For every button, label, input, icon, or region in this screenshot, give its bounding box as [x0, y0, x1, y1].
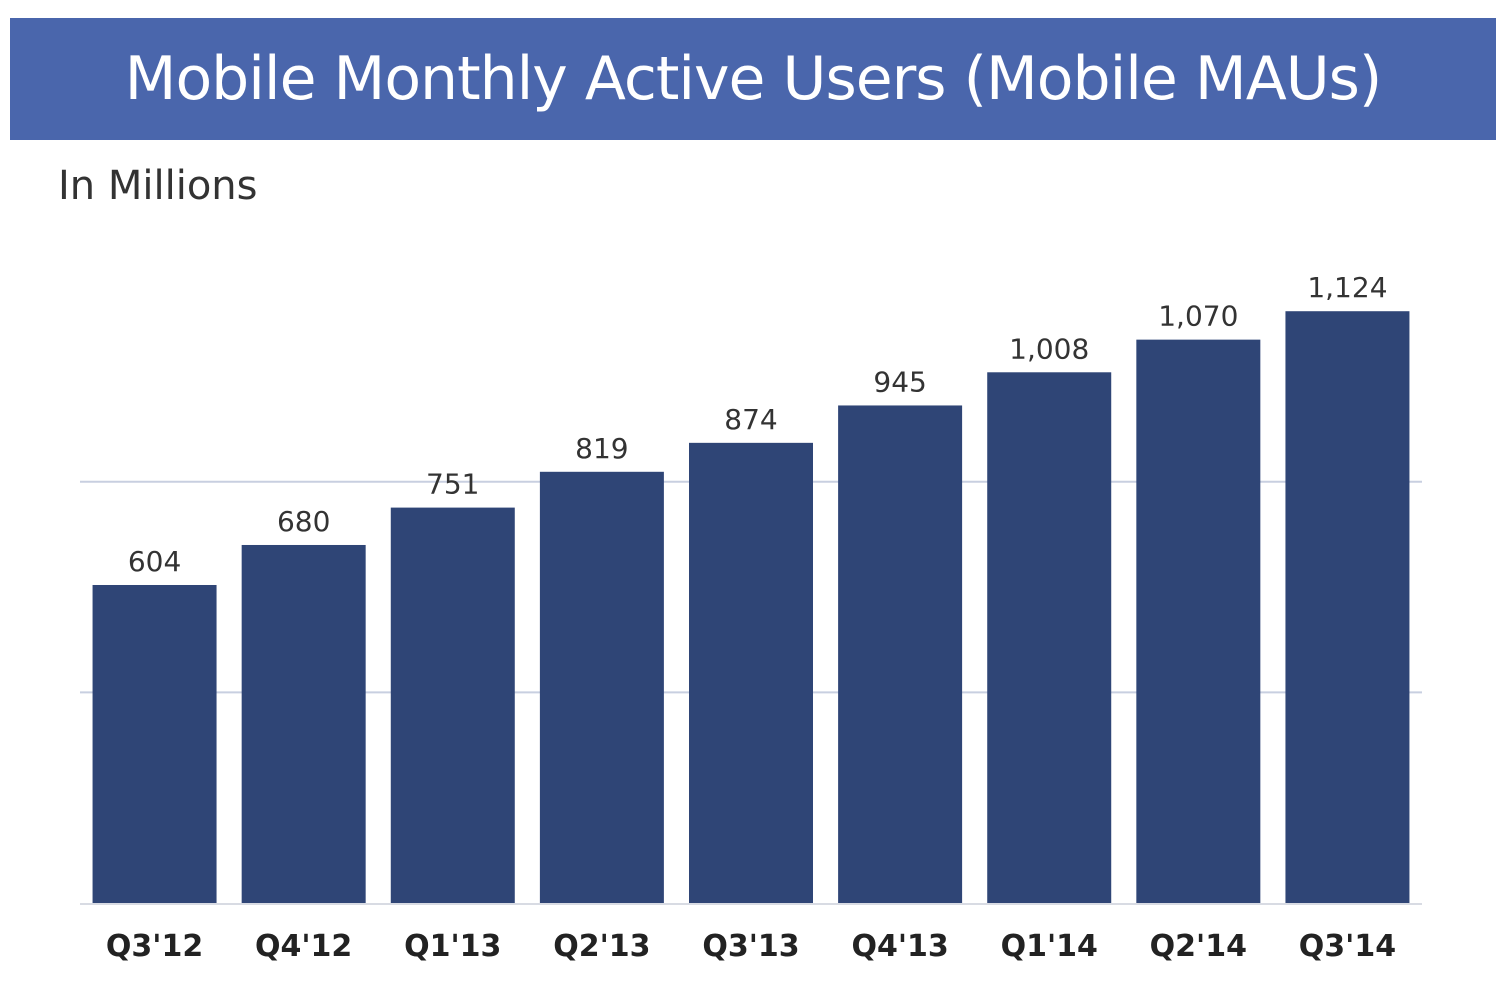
- bar-2: [390, 507, 515, 903]
- value-label-3: 819: [575, 432, 628, 465]
- chart-subtitle: In Millions: [58, 163, 258, 209]
- bar-8: [1285, 311, 1410, 903]
- value-label-8: 1,124: [1307, 271, 1387, 304]
- value-label-7: 1,070: [1158, 300, 1238, 333]
- category-labels: Q3'12 Q4'12 Q1'13 Q2'13 Q3'13 Q4'13 Q1'14 Q2'14…: [106, 929, 1396, 964]
- bars: [92, 311, 1410, 904]
- category-label-1: Q4'12: [255, 929, 352, 964]
- chart-title: Mobile Monthly Active Users (Mobile MAUs…: [124, 44, 1383, 114]
- value-label-1: 680: [277, 505, 330, 538]
- bar-7: [1136, 339, 1261, 903]
- category-label-0: Q3'12: [106, 929, 203, 964]
- category-label-8: Q3'14: [1299, 929, 1396, 964]
- bar-6: [987, 372, 1112, 904]
- value-label-6: 1,008: [1009, 332, 1089, 365]
- title-banner: Mobile Monthly Active Users (Mobile MAUs…: [10, 18, 1496, 140]
- bar-5: [838, 405, 963, 903]
- bar-4: [689, 442, 813, 903]
- bar-0: [92, 584, 217, 903]
- value-labels: 604 680 751 819 874 945 1,008 1,070 1,124: [128, 271, 1388, 578]
- value-label-2: 751: [426, 468, 479, 501]
- category-label-6: Q1'14: [1001, 929, 1098, 964]
- value-label-0: 604: [128, 545, 181, 578]
- category-label-7: Q2'14: [1150, 929, 1247, 964]
- category-label-5: Q4'13: [851, 929, 948, 964]
- value-label-4: 874: [724, 403, 777, 436]
- category-label-2: Q1'13: [404, 929, 501, 964]
- value-label-5: 945: [873, 365, 926, 398]
- bar-1: [241, 544, 366, 903]
- category-label-4: Q3'13: [702, 929, 799, 964]
- bar-3: [539, 471, 664, 903]
- category-label-3: Q2'13: [553, 929, 650, 964]
